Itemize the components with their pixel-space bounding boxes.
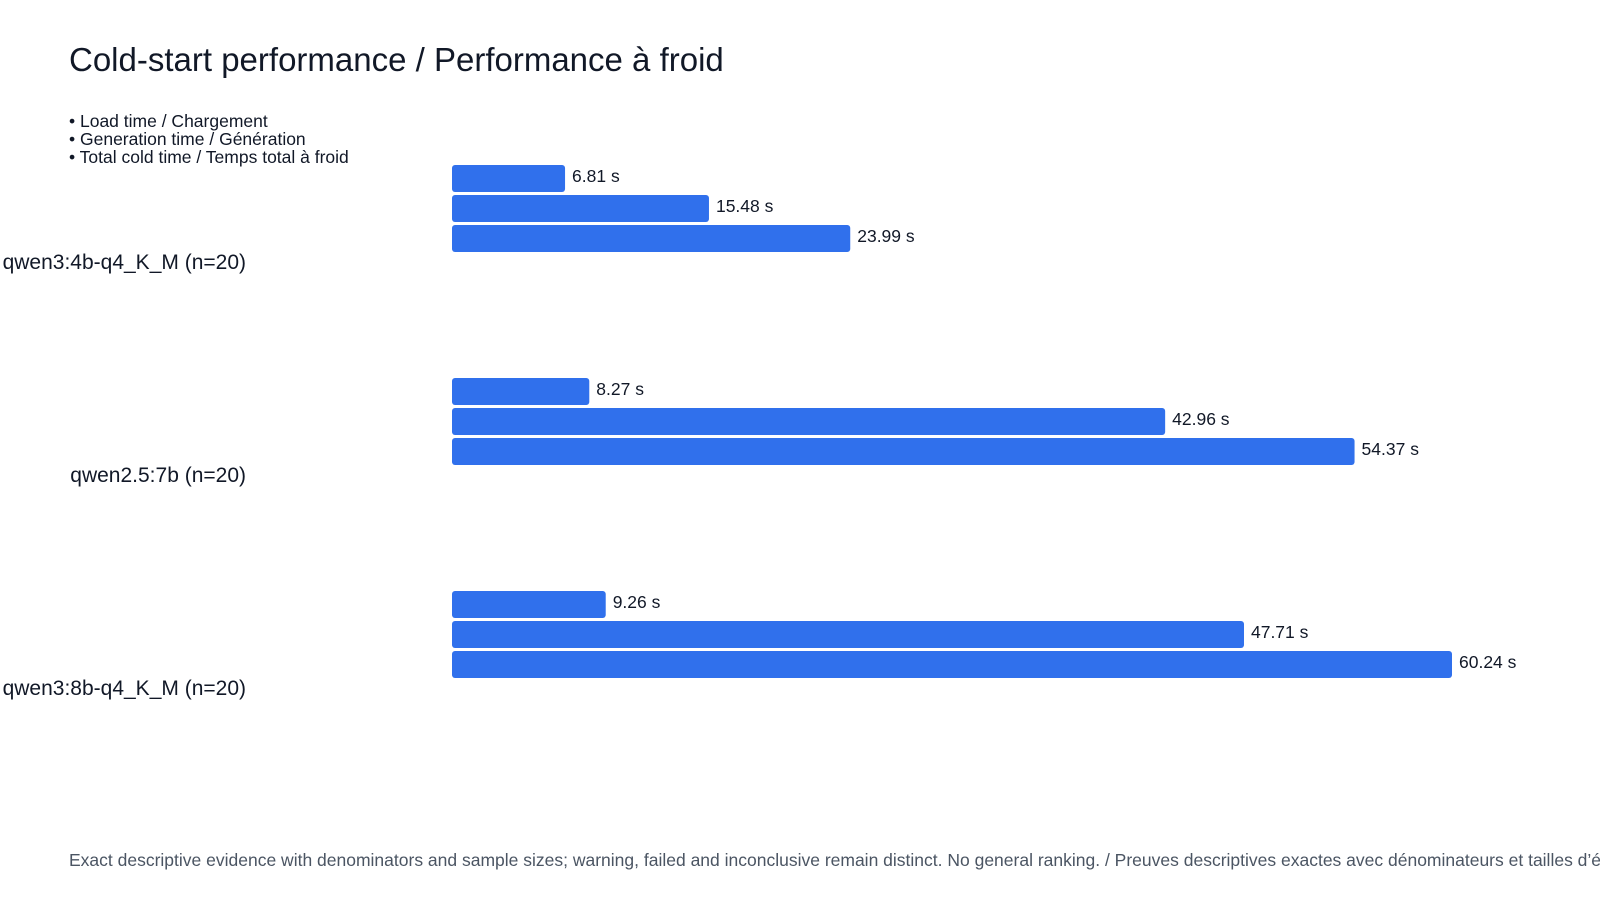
bar-value-label: 23.99 s: [857, 226, 915, 246]
bar-value-label: 9.26 s: [613, 592, 661, 612]
bar-total: [452, 438, 1355, 465]
bar-total: [452, 651, 1452, 678]
bar-value-label: 47.71 s: [1251, 622, 1309, 642]
bar-total: [452, 225, 851, 252]
bar-generation: [452, 408, 1166, 435]
bar-value-label: 60.24 s: [1459, 652, 1517, 672]
chart-title: Cold-start performance / Performance à f…: [69, 41, 724, 78]
footnote: Exact descriptive evidence with denomina…: [69, 850, 1600, 870]
category-label: qwen3:4b-q4_K_M (n=20): [3, 251, 246, 274]
bar-load: [452, 165, 566, 192]
bar-value-label: 54.37 s: [1362, 439, 1420, 459]
bar-load: [452, 378, 590, 405]
legend-entry-total: • Total cold time / Temps total à froid: [69, 147, 349, 167]
category-label: qwen2.5:7b (n=20): [70, 464, 246, 487]
legend-entry-generation: • Generation time / Génération: [69, 129, 306, 149]
legend-entry-load: • Load time / Chargement: [69, 111, 268, 131]
bar-value-label: 8.27 s: [596, 379, 644, 399]
plot-area: qwen3:4b-q4_K_M (n=20) 6.81 s 15.48 s 23.99…: [3, 165, 1517, 700]
bar-value-label: 6.81 s: [572, 166, 620, 186]
bar-generation: [452, 621, 1244, 648]
bar-value-label: 15.48 s: [716, 196, 774, 216]
bar-load: [452, 591, 606, 618]
category-label: qwen3:8b-q4_K_M (n=20): [3, 677, 246, 700]
bar-value-label: 42.96 s: [1172, 409, 1230, 429]
bar-generation: [452, 195, 709, 222]
legend: • Load time / Chargement • Generation ti…: [69, 111, 349, 167]
